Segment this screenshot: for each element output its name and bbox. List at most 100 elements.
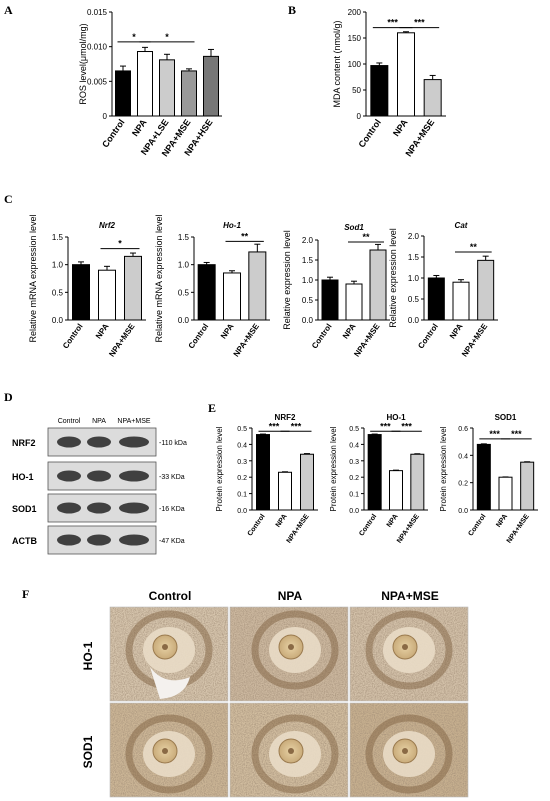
y-axis-label: Protein expression level <box>215 426 224 511</box>
oocyte-nucleus <box>402 644 408 650</box>
bar <box>300 453 314 511</box>
blot-band <box>119 502 149 514</box>
x-tick-label: NPA <box>275 513 289 529</box>
histology-row-label: SOD1 <box>81 735 95 768</box>
y-tick-label: 0.6 <box>458 426 468 433</box>
blot-column-label: NPA <box>92 418 106 425</box>
bar <box>370 65 389 117</box>
bar <box>476 443 491 511</box>
y-axis-label: Protein expression level <box>439 426 448 511</box>
significance-label: * <box>165 32 169 42</box>
histology-image <box>229 606 349 702</box>
x-tick-label: NPA <box>94 322 111 341</box>
y-tick-label: 200 <box>348 8 362 17</box>
bar <box>410 453 425 511</box>
x-tick-label: Control <box>310 322 334 350</box>
significance-label: *** <box>387 18 398 28</box>
y-tick-label: 0.5 <box>52 288 64 297</box>
significance-label: * <box>132 32 136 42</box>
x-tick-label: Control <box>187 322 211 350</box>
x-tick-label: Control <box>247 513 267 537</box>
y-tick-label: 0.0 <box>237 508 247 515</box>
blot-row-ho-1: HO-1 -33 KDa <box>12 461 185 491</box>
y-tick-label: 0.5 <box>178 288 190 297</box>
significance-label: ** <box>362 232 370 242</box>
panel-letter-e: E <box>208 401 216 415</box>
histology-column-label: NPA+MSE <box>381 589 438 603</box>
y-tick-label: 1.0 <box>302 276 314 285</box>
tile-border <box>109 702 229 798</box>
panel-letter-c: C <box>4 192 13 206</box>
panel-letter-b: B <box>288 3 296 17</box>
y-tick-label: 2.0 <box>302 236 314 245</box>
y-tick-label: 0.1 <box>237 492 247 499</box>
follicle-granulosa <box>251 714 339 794</box>
y-tick-label: 0.0 <box>178 316 190 325</box>
oocyte-nucleus <box>162 748 168 754</box>
blot-size-label: -47 KDa <box>159 538 185 545</box>
y-axis-label: ROS level(μmol/mg) <box>78 23 88 104</box>
histology-image <box>349 702 469 798</box>
y-axis-label: Relative mRNA expression level <box>154 214 164 342</box>
y-tick-label: 150 <box>348 34 362 43</box>
blot-band <box>57 534 81 546</box>
western-blot: Control NPA NPA+MSE NRF2 -110 kDa HO-1 -33 … <box>12 418 187 555</box>
tile-border <box>109 606 229 702</box>
blot-size-label: -110 kDa <box>159 440 187 447</box>
histology-image <box>229 702 349 798</box>
chart-title: SOD1 <box>495 413 517 422</box>
chart-e1: 0.0 0.1 0.2 0.3 0.4 0.5 Protein expression lev… <box>215 413 318 545</box>
blot-protein-label: ACTB <box>12 536 37 546</box>
blot-band <box>119 436 149 448</box>
significance-label: * <box>118 239 122 249</box>
x-tick-label: Control <box>61 322 85 350</box>
x-tick-label: NPA <box>495 513 509 529</box>
bar <box>72 264 90 321</box>
panel-letter-a: A <box>4 3 13 17</box>
blot-band <box>87 502 111 514</box>
tile-border <box>229 702 349 798</box>
bar-charts: 0 0.005 0.010 0.015 ROS level(μmol/mg) Contro… <box>28 8 538 545</box>
chart-c3: 0.0 0.5 1.0 1.5 2.0 Relative expression level… <box>282 223 390 359</box>
bar <box>98 269 116 321</box>
bar <box>321 279 339 321</box>
x-tick-label: Control <box>100 117 127 149</box>
blot-band <box>57 502 81 514</box>
y-tick-label: 0.3 <box>237 459 247 466</box>
x-tick-label: NPA <box>391 117 410 138</box>
x-tick-label: NPA <box>386 513 400 529</box>
bar <box>345 283 363 321</box>
y-tick-label: 0.0 <box>458 508 468 515</box>
bar <box>389 470 403 511</box>
blot-protein-label: NRF2 <box>12 438 36 448</box>
chart-a: 0 0.005 0.010 0.015 ROS level(μmol/mg) Contro… <box>78 8 222 158</box>
blot-column-label: Control <box>58 418 81 425</box>
y-tick-label: 0 <box>357 112 362 121</box>
bar <box>397 32 415 117</box>
y-tick-label: 0.2 <box>458 481 468 488</box>
bar <box>278 471 292 511</box>
significance-label: ** <box>470 242 478 252</box>
blot-row-actb: ACTB -47 KDa <box>12 525 185 555</box>
follicle-granulosa <box>251 610 339 690</box>
chart-b: 0 50 100 150 200 MDA content (nmol/g) Control N… <box>332 8 446 158</box>
y-tick-label: 0.005 <box>87 77 108 86</box>
chart-title: Cat <box>455 221 468 230</box>
blot-band <box>57 470 81 482</box>
bar <box>369 249 387 321</box>
tissue-space <box>150 667 190 699</box>
y-axis-label: Relative expression level <box>388 228 398 328</box>
y-tick-label: 0 <box>103 112 108 121</box>
x-tick-label: NPA <box>448 322 465 341</box>
y-tick-label: 0.4 <box>349 442 359 449</box>
blot-protein-label: HO-1 <box>12 472 34 482</box>
blot-band <box>119 534 149 546</box>
y-tick-label: 0.5 <box>302 296 314 305</box>
significance-label: *** <box>380 421 391 431</box>
x-tick-label: NPA+MSE <box>506 513 531 545</box>
panel-letter-f: F <box>22 587 29 601</box>
bar <box>256 434 270 511</box>
chart-e3: 0.0 0.2 0.4 0.6 Protein expression level SOD1… <box>439 413 538 545</box>
y-tick-label: 1.0 <box>408 274 420 283</box>
y-tick-label: 1.5 <box>302 256 314 265</box>
